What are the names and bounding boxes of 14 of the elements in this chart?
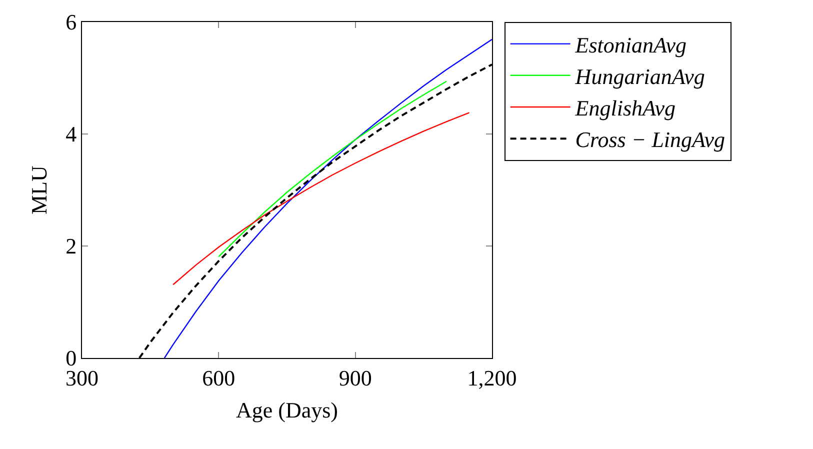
legend-label: Cross − LingAvg (575, 127, 726, 152)
x-tick-label: 600 (202, 365, 236, 390)
y-tick-label: 2 (66, 234, 77, 259)
legend-label: EnglishAvg (574, 96, 676, 121)
line-series (172, 112, 470, 286)
legend-label: HungarianAvg (574, 64, 705, 89)
y-axis-title: MLU (26, 165, 52, 214)
x-tick-label: 900 (338, 365, 372, 390)
y-tick-label: 4 (66, 122, 77, 147)
y-tick-label: 6 (66, 10, 77, 35)
x-tick-label: 1,200 (467, 365, 517, 390)
line-series (218, 80, 448, 258)
x-axis-title: Age (Days) (236, 397, 338, 422)
legend-label: EstonianAvg (574, 32, 687, 58)
